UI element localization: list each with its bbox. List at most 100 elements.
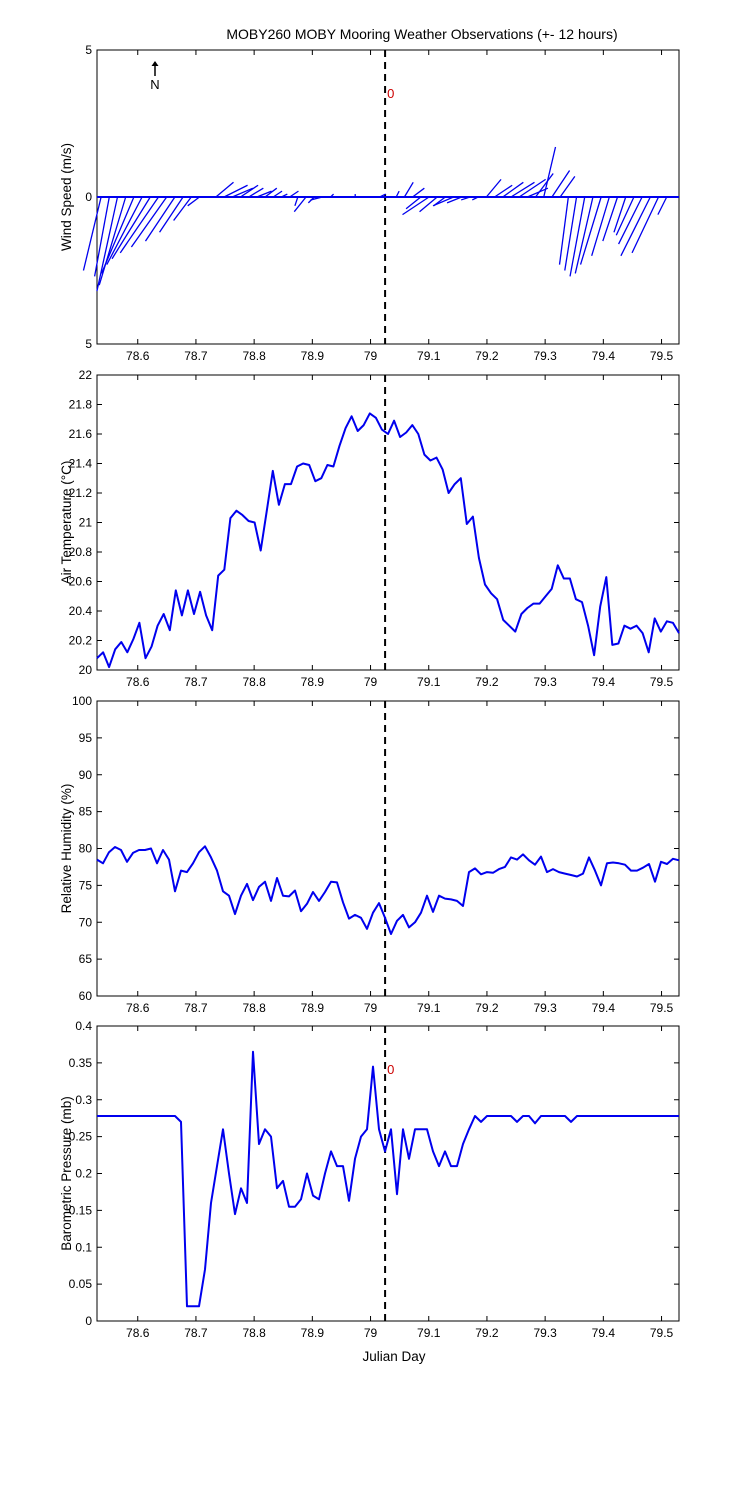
x-tick-label: 78.7 (184, 349, 208, 363)
x-tick-label: 78.9 (301, 1001, 325, 1015)
x-tick-label: 78.9 (301, 1326, 325, 1340)
x-tick-label: 79.3 (533, 675, 557, 689)
wind-stick (494, 184, 513, 198)
x-tick-label: 78.7 (184, 675, 208, 689)
pressure-y-axis-label: Barometric Pressure (mb) (59, 1096, 74, 1251)
x-tick-label: 79.1 (417, 1001, 441, 1015)
y-tick-label: 0.3 (75, 1093, 92, 1107)
wind-stick (615, 196, 635, 236)
wind-stick (294, 196, 299, 207)
wind-stick (631, 196, 660, 254)
wind-panel: 78.6 78.7 78.8 78.9 79 79.1 79.2 79.3 79.4 79.5 5 0… (59, 43, 680, 363)
wind-stick (502, 181, 524, 198)
north-arrow-head (151, 61, 159, 66)
x-tick-label: 79.1 (417, 349, 441, 363)
wind-stick (240, 184, 259, 198)
wind-stick (111, 196, 151, 260)
figure-title: MOBY260 MOBY Mooring Weather Observation… (226, 26, 617, 42)
wind-stick (100, 196, 135, 274)
wind-stick (460, 196, 471, 201)
x-tick-label: 78.6 (126, 349, 150, 363)
wind-stick (98, 196, 127, 286)
wind-stick (432, 196, 454, 207)
wind-stick (405, 196, 422, 210)
y-tick-label: 21.2 (69, 486, 93, 500)
wind-stick (403, 181, 414, 198)
wind-stick (574, 196, 594, 274)
wind-stick (559, 176, 576, 198)
wind-stick (657, 196, 668, 215)
wind-stick (613, 196, 627, 233)
y-tick-label: 22 (79, 368, 93, 382)
pressure-series-line (97, 1050, 679, 1308)
x-tick-label: 79.4 (592, 349, 616, 363)
x-tick-label: 78.8 (242, 349, 266, 363)
x-tick-label: 78.9 (301, 675, 325, 689)
wind-stick (173, 196, 192, 221)
x-tick-label: 78.6 (126, 1001, 150, 1015)
x-tick-label: 79.5 (650, 349, 674, 363)
wind-stick (144, 196, 176, 242)
y-tick-label: 0.15 (69, 1203, 93, 1217)
y-tick-label: 21.6 (69, 427, 93, 441)
y-tick-label: 0 (85, 190, 92, 204)
wind-stick (248, 187, 264, 198)
air-temp-y-axis-label: Air Temperature (°C) (59, 461, 74, 585)
wind-stick (96, 196, 119, 292)
x-tick-label: 78.8 (242, 1001, 266, 1015)
wind-stick (379, 193, 386, 198)
x-tick-label: 78.6 (126, 675, 150, 689)
x-tick-label: 79 (364, 1326, 378, 1340)
wind-stick (330, 193, 335, 198)
x-tick-label: 79.1 (417, 1326, 441, 1340)
y-tick-label: 0.35 (69, 1056, 93, 1070)
wind-stick (618, 196, 643, 245)
wind-stick (446, 196, 463, 204)
wind-stick (93, 196, 110, 277)
wind-stick (518, 178, 546, 198)
wind-stick (620, 196, 651, 257)
wind-stick (293, 196, 307, 213)
y-tick-label: 20.6 (69, 575, 93, 589)
y-tick-label: 5 (85, 43, 92, 57)
x-tick-label: 79.2 (475, 349, 499, 363)
x-tick-label: 79.4 (592, 675, 616, 689)
y-tick-label: 95 (79, 731, 93, 745)
x-tick-label: 79.3 (533, 1001, 557, 1015)
wind-stick (602, 196, 619, 242)
y-tick-label: 21 (79, 516, 93, 530)
wind-stick (256, 190, 272, 198)
x-tick-label: 79.2 (475, 1326, 499, 1340)
wind-stick (485, 178, 502, 198)
y-tick-label: 20.2 (69, 634, 93, 648)
wind-stick (558, 196, 569, 265)
x-tick-label: 78.7 (184, 1001, 208, 1015)
humidity-axes-box (96, 700, 680, 997)
wind-stick (543, 146, 557, 198)
y-tick-label: 0.25 (69, 1130, 93, 1144)
wind-stick (159, 196, 184, 233)
x-tick-label: 79.5 (650, 1326, 674, 1340)
wind-stick (471, 196, 479, 201)
x-tick-label: 79.4 (592, 1326, 616, 1340)
x-tick-label: 79.3 (533, 349, 557, 363)
y-tick-label: 20 (79, 663, 93, 677)
north-label: N (150, 77, 159, 92)
y-tick-label: 75 (79, 878, 93, 892)
wind-stick (551, 170, 571, 198)
wind-stick (535, 173, 554, 198)
y-tick-label: 0.4 (75, 1019, 92, 1033)
y-tick-label: 85 (79, 805, 93, 819)
wind-stick (130, 196, 168, 248)
wind-stick (264, 187, 278, 198)
air-temp-axes-box (96, 374, 680, 671)
x-tick-label: 78.9 (301, 349, 325, 363)
wind-stick (395, 190, 400, 198)
wind-stick (272, 190, 283, 198)
wind-stick (119, 196, 160, 254)
y-tick-label: 90 (79, 768, 93, 782)
wind-stick (289, 190, 299, 198)
pressure-panel: 78.6 78.7 78.8 78.9 79 79.1 79.2 79.3 79.4 79.5 0 0… (59, 1019, 680, 1340)
marker-label: 0 (387, 86, 394, 101)
